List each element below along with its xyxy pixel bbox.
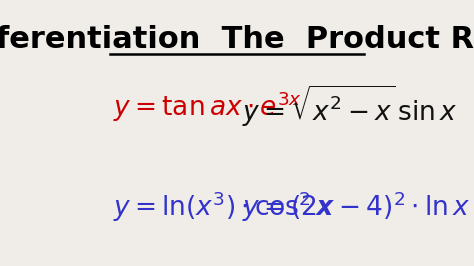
- Text: $y = \sqrt{x^2 - x}\,\sin x$: $y = \sqrt{x^2 - x}\,\sin x$: [242, 84, 457, 130]
- Text: Differentiation  The  Product Rule: Differentiation The Product Rule: [0, 25, 474, 54]
- Text: $y = \tan ax \cdot e^{3x}$: $y = \tan ax \cdot e^{3x}$: [113, 89, 302, 124]
- Text: $y = (2x-4)^2 \cdot \ln x$: $y = (2x-4)^2 \cdot \ln x$: [242, 189, 471, 224]
- Text: $y = \ln(x^3) \cdot \cos^2 x$: $y = \ln(x^3) \cdot \cos^2 x$: [113, 189, 333, 224]
